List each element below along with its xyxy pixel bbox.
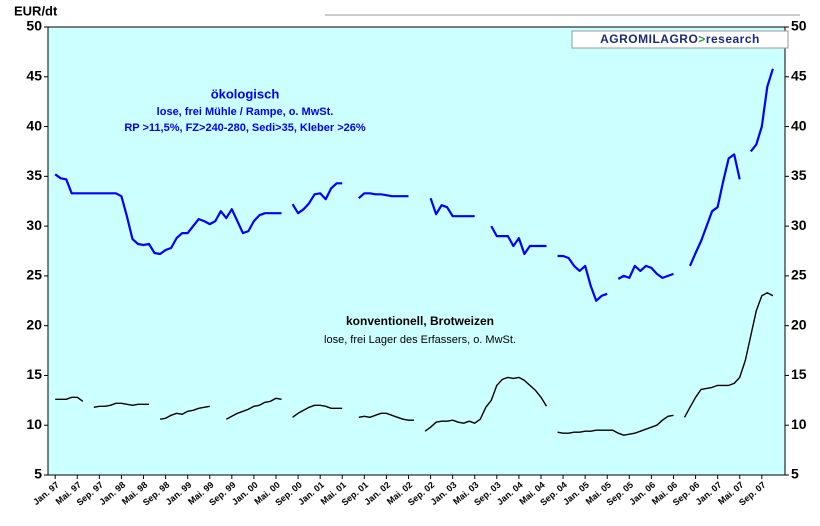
- y-tick-label: 40: [26, 117, 42, 133]
- y-tick-label: 50: [26, 18, 42, 34]
- y2-tick-label: 45: [791, 67, 807, 83]
- line-series: [55, 292, 774, 436]
- y-tick-label: 30: [26, 217, 42, 233]
- y-tick-label: 35: [26, 167, 42, 183]
- plot-area: [47, 26, 786, 476]
- logo: AGROMILAGRO>research: [600, 32, 760, 46]
- annotation-title: konventionell, Brotweizen: [346, 314, 494, 328]
- y-axis-label: EUR/dt: [14, 3, 58, 18]
- line-series: [54, 68, 774, 302]
- logo-brand: AGROMILAGRO: [600, 32, 698, 46]
- y2-tick-label: 25: [791, 267, 807, 283]
- annotation: lose, frei Mühle / Rampe, o. MwSt.: [157, 106, 334, 118]
- y2-tick-label: 50: [791, 18, 807, 34]
- y-tick-label: 25: [26, 267, 42, 283]
- y-tick-label: 20: [26, 316, 42, 332]
- y2-tick-label: 30: [791, 217, 807, 233]
- logo-box: [571, 30, 789, 49]
- y2-tick-label: 20: [791, 316, 807, 332]
- annotation-title: ökologisch: [211, 86, 280, 101]
- logo-suffix: research: [706, 32, 760, 46]
- y2-tick-label: 5: [791, 466, 799, 482]
- annotation: lose, frei Lager des Erfassers, o. MwSt.: [324, 334, 516, 346]
- y2-tick-label: 35: [791, 167, 807, 183]
- y-tick-label: 10: [26, 416, 42, 432]
- logo-arrow: >: [698, 32, 706, 46]
- y2-tick-label: 15: [791, 366, 807, 382]
- y2-tick-label: 40: [791, 117, 807, 133]
- y-tick-label: 45: [26, 67, 42, 83]
- y-tick-label: 15: [26, 366, 42, 382]
- annotation: RP >11,5%, FZ>240-280, Sedi>35, Kleber >…: [124, 122, 366, 134]
- y2-tick-label: 10: [791, 416, 807, 432]
- y-tick-label: 5: [34, 466, 42, 482]
